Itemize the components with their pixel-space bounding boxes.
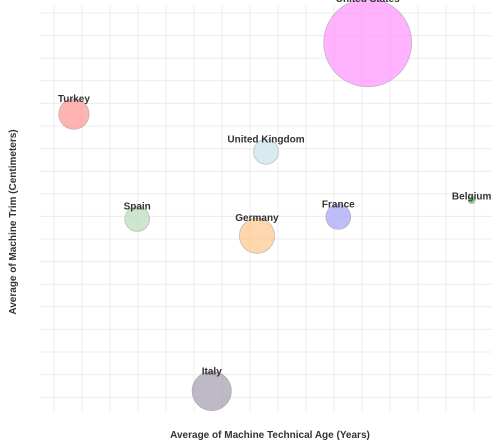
bubble-label-united-kingdom: United Kingdom [227, 134, 304, 145]
bubble-label-turkey: Turkey [58, 94, 90, 105]
bubble-united-kingdom[interactable] [253, 139, 279, 165]
bubble-spain[interactable] [124, 206, 150, 232]
bubble-label-belgium: Belgium [452, 192, 492, 203]
bubble-label-italy: Italy [202, 366, 222, 377]
bubble-label-united-states: United States [336, 0, 400, 5]
bubble-italy[interactable] [191, 370, 232, 412]
bubble-label-france: France [322, 199, 355, 210]
bubble-belgium[interactable] [467, 196, 476, 204]
y-axis-title: Average of Machine Trim (Centimeters) [8, 129, 19, 314]
bubble-label-germany: Germany [235, 213, 279, 224]
bubble-france[interactable] [325, 204, 352, 230]
bubble-layer [58, 0, 476, 412]
bubble-united-states[interactable] [323, 0, 413, 88]
bubble-label-layer: United States Italy Germany Turkey United Ki… [58, 0, 492, 377]
bubble-label-spain: Spain [124, 202, 151, 213]
x-axis-title: Average of Machine Technical Age (Years) [170, 430, 370, 441]
bubble-turkey[interactable] [58, 98, 90, 130]
bubble-germany[interactable] [239, 217, 275, 254]
chart-grid [40, 5, 492, 412]
